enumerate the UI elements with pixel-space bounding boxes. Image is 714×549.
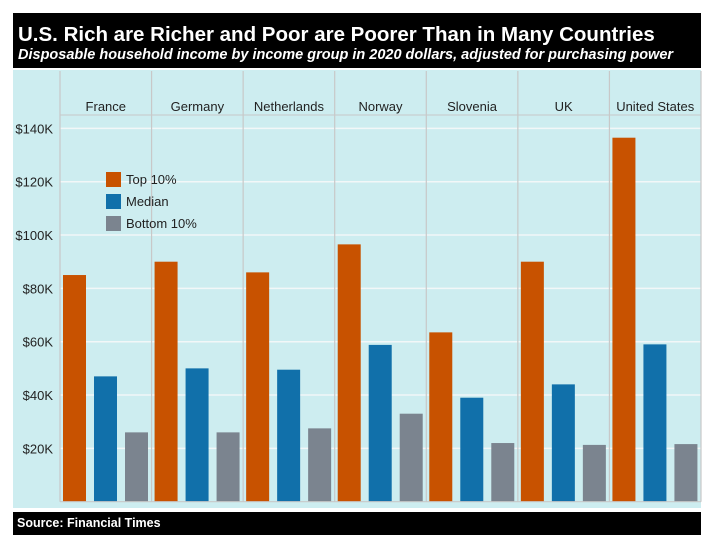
y-tick-label: $60K	[23, 335, 54, 350]
legend-swatch	[106, 216, 121, 231]
legend-label: Median	[126, 194, 169, 209]
bar-bottom-10-	[582, 444, 606, 502]
panel-label: Norway	[358, 99, 403, 114]
y-tick-label: $140K	[15, 121, 53, 136]
legend-swatch	[106, 172, 121, 187]
panel-label: Slovenia	[447, 99, 498, 114]
legend-swatch	[106, 194, 121, 209]
panel-label: Netherlands	[254, 99, 325, 114]
bar-top-10-	[154, 261, 178, 502]
bar-median	[94, 376, 117, 502]
bar-bottom-10-	[674, 444, 698, 502]
bar-top-10-	[429, 332, 453, 502]
chart-subtitle: Disposable household income by income gr…	[18, 47, 674, 63]
panel-label: France	[86, 99, 126, 114]
chart-header: U.S. Rich are Richer and Poor are Poorer…	[13, 13, 701, 68]
legend-label: Top 10%	[126, 172, 177, 187]
bar-median	[185, 368, 209, 502]
bar-median	[460, 397, 484, 502]
bar-top-10-	[520, 261, 544, 502]
bar-bottom-10-	[125, 432, 148, 502]
bar-bottom-10-	[399, 413, 423, 502]
panel-label: United States	[616, 99, 695, 114]
bar-top-10-	[63, 275, 86, 502]
panel-label: UK	[555, 99, 573, 114]
legend-label: Bottom 10%	[126, 216, 197, 231]
y-tick-label: $80K	[23, 281, 54, 296]
y-tick-label: $120K	[15, 175, 53, 190]
bar-bottom-10-	[491, 443, 515, 502]
y-tick-label: $20K	[23, 441, 54, 456]
bar-bottom-10-	[216, 432, 240, 502]
bar-top-10-	[612, 137, 636, 502]
chart-title: U.S. Rich are Richer and Poor are Poorer…	[18, 23, 655, 46]
bar-median	[368, 344, 392, 502]
bar-bottom-10-	[308, 428, 332, 502]
y-tick-label: $100K	[15, 228, 53, 243]
bar-median	[551, 384, 575, 502]
y-tick-label: $40K	[23, 388, 54, 403]
chart-footer: Source: Financial Times	[13, 512, 701, 535]
bar-median	[643, 344, 667, 502]
bar-top-10-	[246, 272, 270, 502]
source-note: Source: Financial Times	[17, 516, 161, 530]
panel-label: Germany	[171, 99, 225, 114]
bar-top-10-	[337, 244, 361, 502]
bar-median	[277, 369, 301, 502]
